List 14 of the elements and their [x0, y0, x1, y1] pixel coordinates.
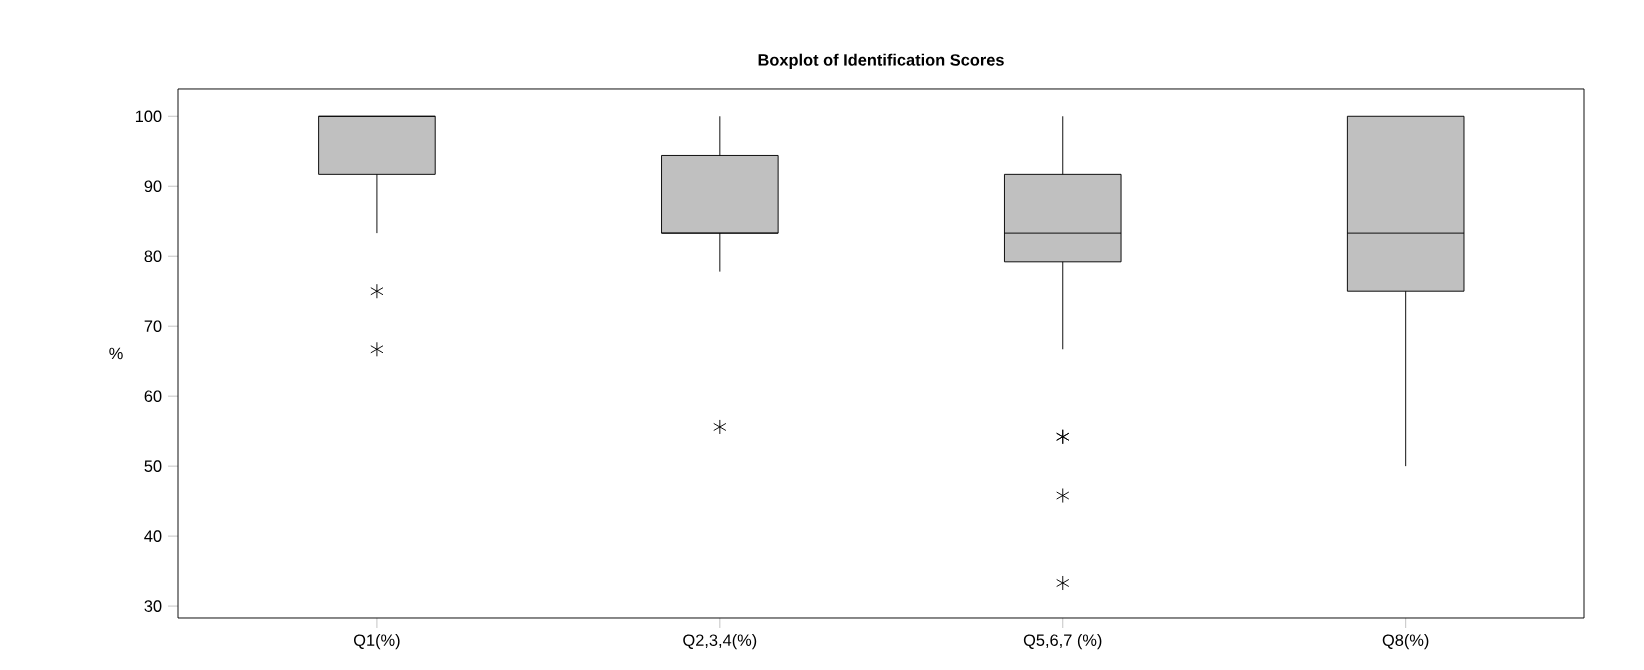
chart-title: Boxplot of Identification Scores — [758, 53, 1004, 69]
x-tick-label: Q8(%) — [1382, 633, 1429, 650]
y-tick-label: 70 — [144, 320, 162, 332]
y-tick-label: 90 — [144, 180, 162, 193]
y-axis-title: % — [109, 347, 123, 360]
x-tick-label: Q1(%) — [353, 633, 400, 650]
y-tick-label: 50 — [144, 460, 162, 472]
x-tick-label: Q5,6,7 (%) — [1023, 633, 1102, 650]
y-tick-label: 80 — [144, 250, 162, 263]
y-tick-label: 100 — [135, 110, 162, 123]
y-tick-label: 40 — [144, 530, 162, 542]
x-tick-label: Q2,3,4(%) — [683, 633, 757, 650]
y-tick-label: 60 — [144, 390, 162, 402]
y-tick-label: 30 — [144, 600, 162, 612]
